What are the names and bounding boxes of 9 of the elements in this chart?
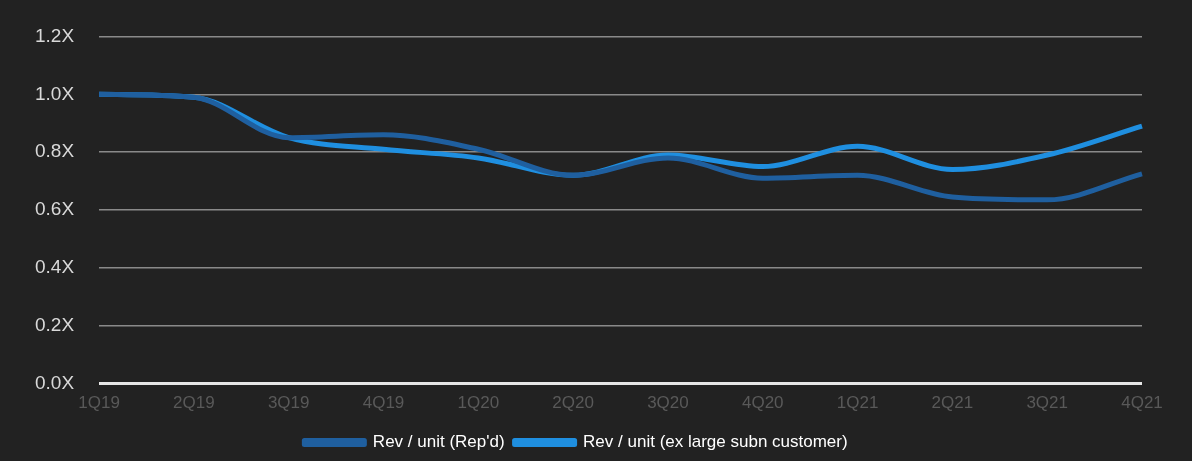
y-tick-label: 0.8X: [34, 140, 75, 162]
y-tick-label: 1.2X: [34, 24, 75, 46]
y-tick-label: 0.4X: [34, 256, 75, 278]
legend-label: Rev / unit (ex large subn customer): [583, 432, 848, 452]
y-tick-label: 0.0X: [34, 371, 75, 393]
legend-label: Rev / unit (Rep'd): [372, 432, 505, 452]
y-tick-label: 1.0X: [34, 82, 75, 104]
y-tick-label: 0.6X: [34, 198, 75, 220]
y-tick-label: 0.2X: [34, 313, 75, 335]
